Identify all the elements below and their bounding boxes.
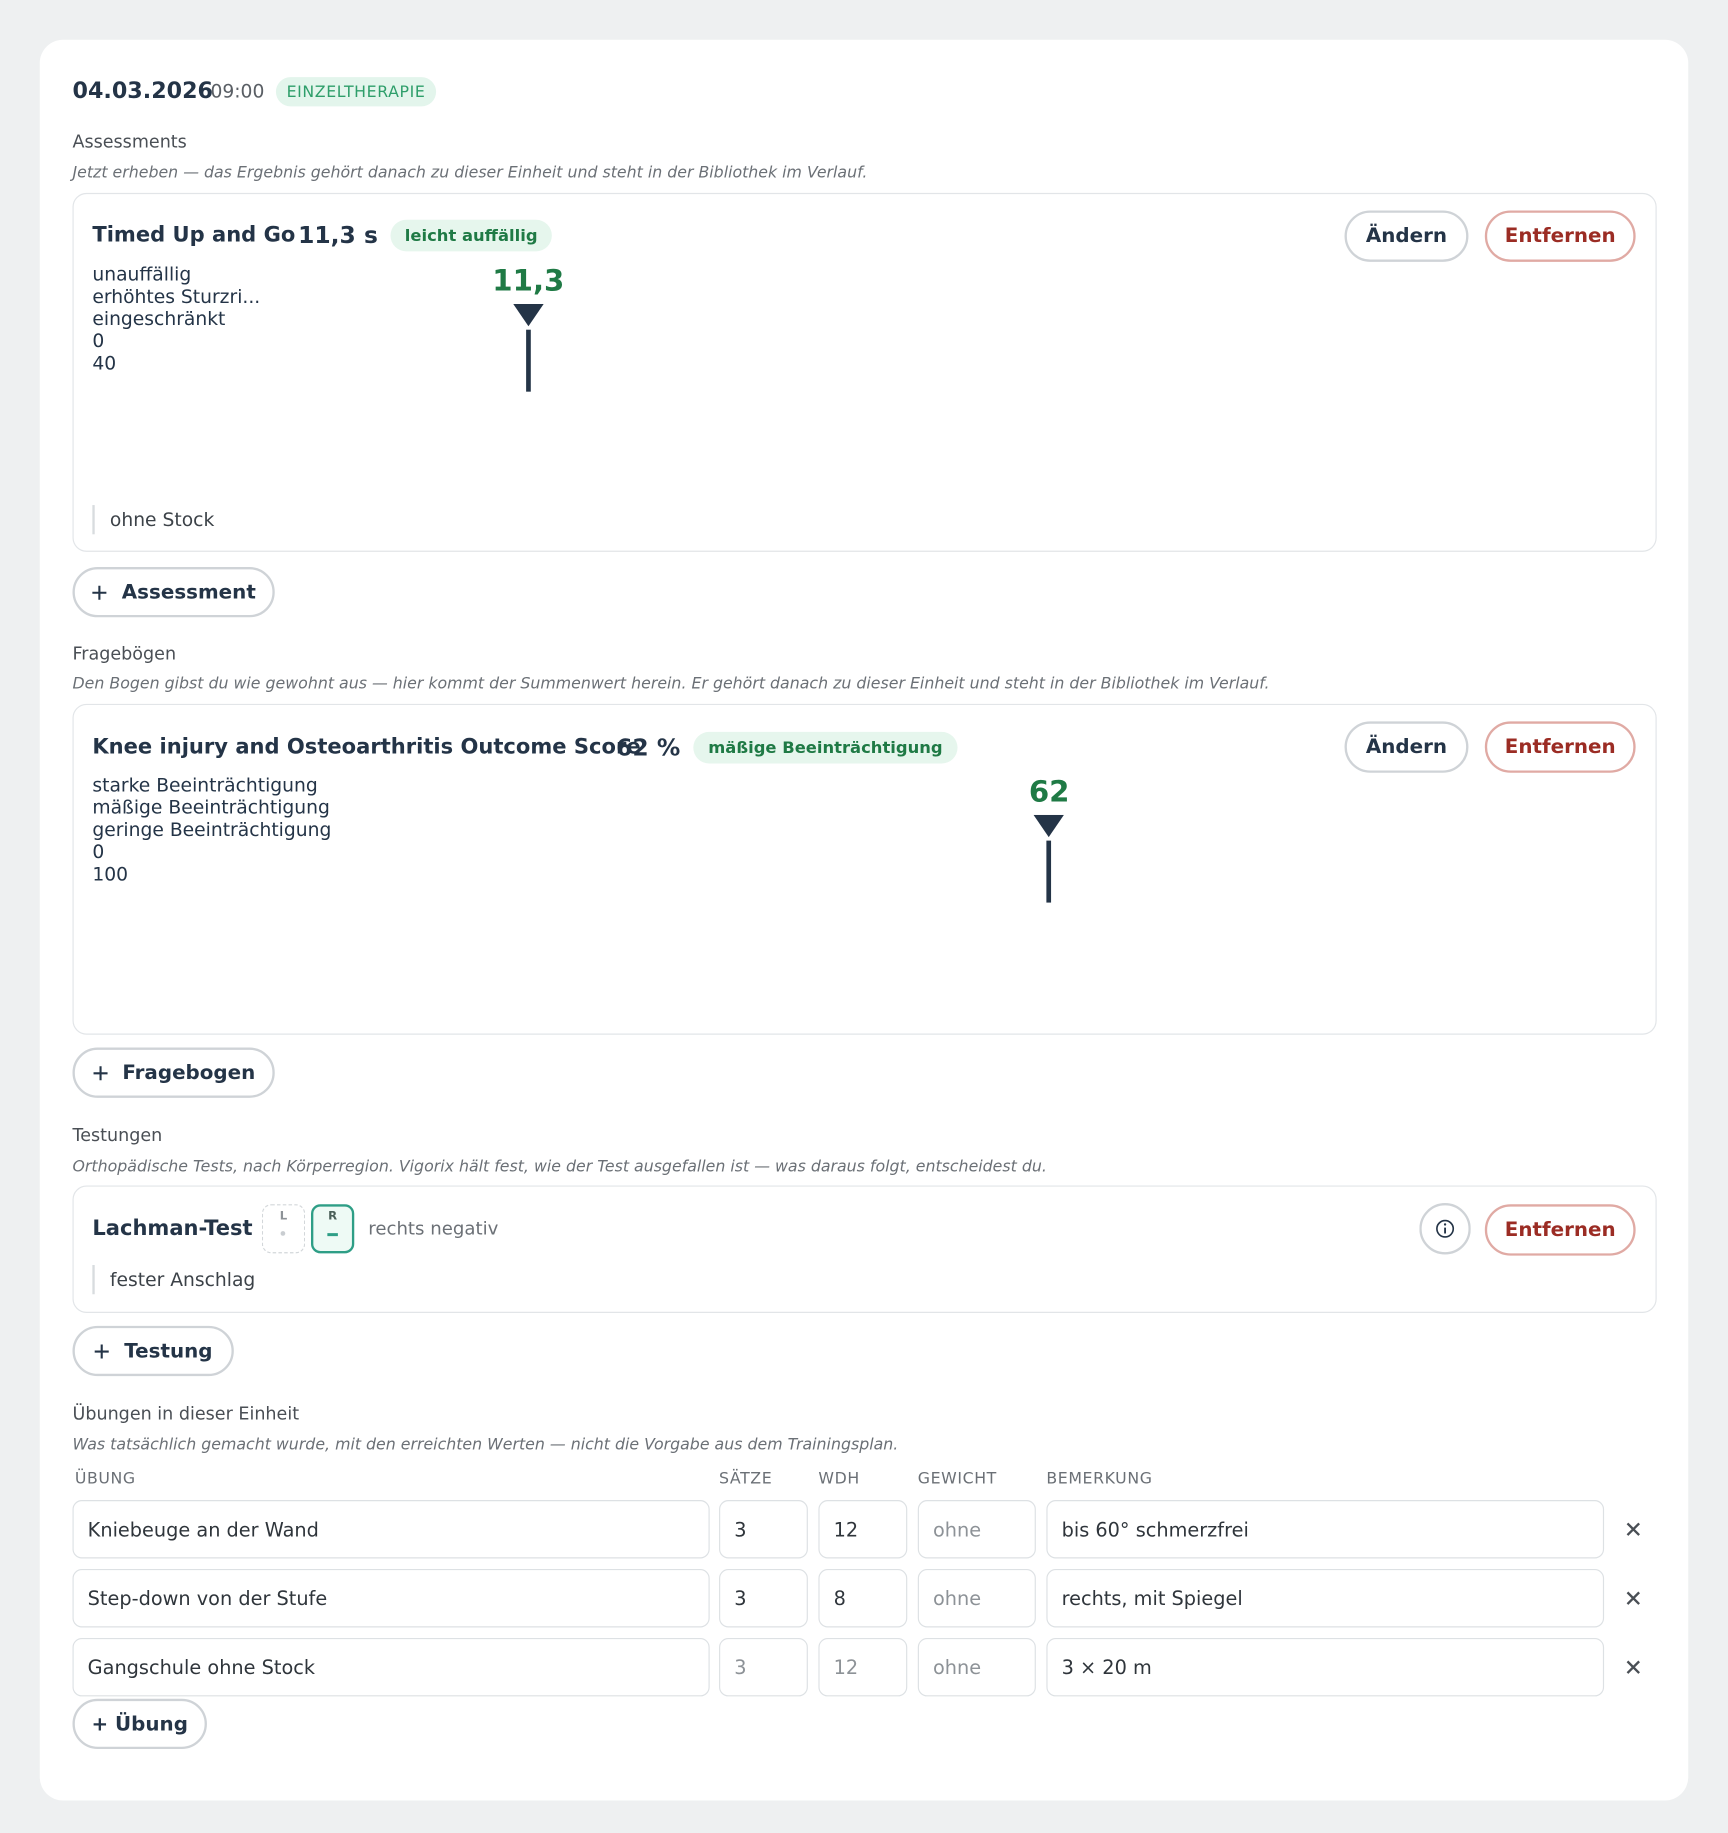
button-label: Testung <box>124 1339 213 1363</box>
button-label: Fragebogen <box>122 1061 256 1085</box>
assessment-note: ohne Stock <box>92 505 214 535</box>
plus-icon <box>94 1343 110 1358</box>
test-name: Lachman-Test <box>92 1216 253 1242</box>
marker-line <box>1046 840 1052 903</box>
segment-label: geringe Beeinträchtigung <box>92 818 332 841</box>
remove-button[interactable]: Entfernen <box>1484 1204 1636 1256</box>
section-note: Den Bogen gibst du wie gewohnt aus — hie… <box>72 674 1270 694</box>
column-header: WDH <box>818 1469 860 1489</box>
cross <box>1626 1591 1640 1605</box>
side-marker <box>327 1233 338 1237</box>
cross <box>1626 1522 1640 1536</box>
add-questionnaire-button[interactable]: Fragebogen <box>72 1047 275 1098</box>
input-field: 8 <box>818 1568 908 1628</box>
segment-label: unauffällig <box>92 263 192 286</box>
input-field: ohne <box>917 1500 1036 1559</box>
scale-max: 40 <box>92 351 117 375</box>
column-header: BEMERKUNG <box>1046 1469 1153 1489</box>
input-field: rechts, mit Spiegel <box>1046 1568 1605 1628</box>
session-time: 09:00 <box>210 80 265 103</box>
input-field: Gangschule ohne Stock <box>72 1637 710 1697</box>
segment-label: mäßige Beeinträchtigung <box>92 796 330 819</box>
side-marker <box>280 1231 286 1236</box>
input-field: ohne <box>917 1637 1036 1697</box>
input-field: 3 <box>719 1500 808 1559</box>
column-header: ÜBUNG <box>74 1469 136 1489</box>
side-label: R <box>328 1210 338 1223</box>
marker-triangle <box>513 303 544 327</box>
info-button[interactable] <box>1419 1203 1471 1255</box>
marker-triangle <box>1033 814 1065 838</box>
test-result: rechts negativ <box>368 1218 499 1240</box>
scale-max: 100 <box>92 862 129 886</box>
remove-row-button[interactable] <box>1624 1520 1643 1539</box>
button-label: Assessment <box>121 580 256 604</box>
section-note: Was tatsächlich gemacht wurde, mit den e… <box>72 1435 899 1455</box>
scale-min: 0 <box>92 329 105 352</box>
section-note: Jetzt erheben — das Ergebnis gehört dana… <box>72 163 868 183</box>
remove-button[interactable]: Entfernen <box>1484 721 1636 773</box>
section-heading: Testungen <box>72 1124 163 1146</box>
questionnaire-name: Knee injury and Osteoarthritis Outcome S… <box>92 734 641 760</box>
input-field: Step-down von der Stufe <box>72 1568 710 1628</box>
edit-button[interactable]: Ändern <box>1344 721 1469 773</box>
input-field: 12 <box>818 1637 908 1697</box>
remove-row-button[interactable] <box>1624 1658 1643 1677</box>
cross <box>1626 1660 1640 1674</box>
section-note: Orthopädische Tests, nach Körperregion. … <box>72 1157 1047 1177</box>
side-left[interactable]: L <box>261 1204 306 1254</box>
remove-row-button[interactable] <box>1624 1589 1643 1608</box>
segment-label: starke Beeinträchtigung <box>92 773 318 797</box>
section-heading: Übungen in dieser Einheit <box>72 1402 300 1425</box>
marker-value: 62 <box>1028 774 1070 809</box>
scale-min: 0 <box>92 840 105 863</box>
test-note: fester Anschlag <box>92 1265 255 1295</box>
side-right[interactable]: R <box>310 1204 355 1254</box>
add-test-button[interactable]: Testung <box>72 1325 234 1377</box>
plus-icon <box>93 1065 108 1080</box>
add-exercise-button[interactable]: + Übung <box>72 1698 207 1750</box>
marker-line <box>525 329 531 392</box>
gauge: starke Beeinträchtigung mäßige Beeinträch… <box>92 774 1635 938</box>
column-header: GEWICHT <box>917 1469 997 1489</box>
questionnaire-badge: mäßige Beeinträchtigung <box>693 731 958 764</box>
plus-icon <box>92 585 107 600</box>
remove-button[interactable]: Entfernen <box>1484 210 1636 262</box>
triangle <box>513 303 544 327</box>
assessment-result: 11,3 s <box>298 220 378 250</box>
input-field: 3 <box>719 1637 808 1697</box>
input-field: 12 <box>818 1500 908 1559</box>
assessment-name: Timed Up and Go <box>92 222 296 248</box>
marker-value: 11,3 <box>492 263 565 298</box>
add-assessment-button[interactable]: Assessment <box>72 567 275 618</box>
section-heading: Fragebögen <box>72 643 177 665</box>
input-field: bis 60° schmerzfrei <box>1046 1500 1605 1559</box>
side-label: L <box>279 1210 288 1223</box>
section-heading: Assessments <box>72 130 187 152</box>
edit-button[interactable]: Ändern <box>1344 210 1469 262</box>
input-field: 3 × 20 m <box>1046 1637 1605 1697</box>
triangle <box>1033 814 1065 838</box>
session-type: EINZELTHERAPIE <box>275 77 437 107</box>
input-field: 3 <box>719 1568 808 1628</box>
column-header: SÄTZE <box>719 1469 773 1489</box>
input-field: ohne <box>917 1568 1036 1628</box>
questionnaire-result: 62 % <box>616 733 681 762</box>
session-date: 04.03.2026 <box>72 78 214 105</box>
assessment-badge: leicht auffällig <box>390 219 552 252</box>
segment-label: eingeschränkt <box>92 307 226 330</box>
input-field: Kniebeuge an der Wand <box>72 1500 710 1559</box>
segment-label: erhöhtes Sturzri... <box>92 285 261 308</box>
gauge: unauffällig erhöhtes Sturzri... eingeschrä… <box>92 263 1635 427</box>
